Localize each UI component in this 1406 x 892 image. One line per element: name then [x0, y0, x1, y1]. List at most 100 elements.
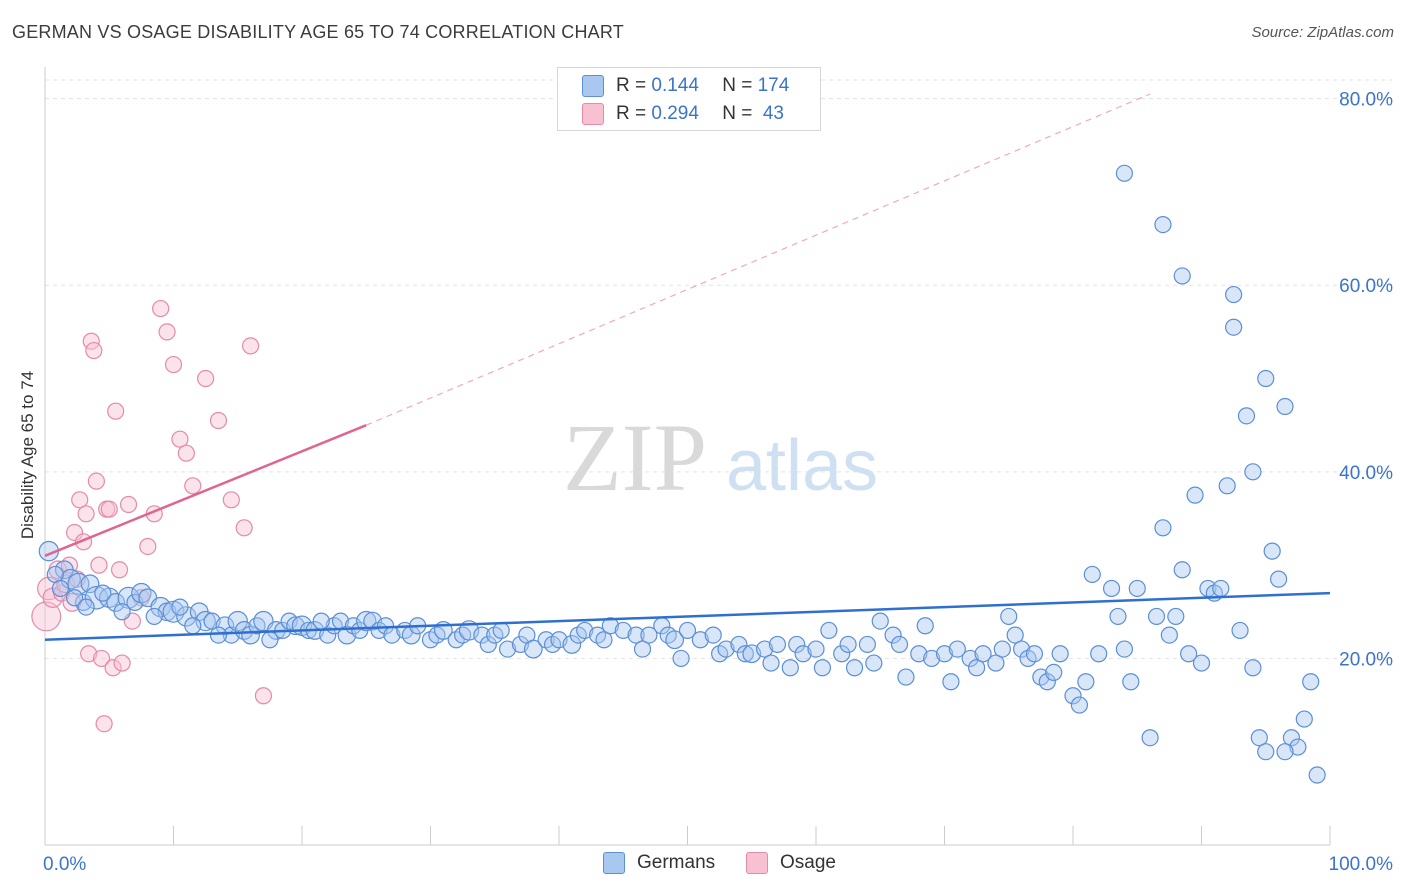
german-point	[227, 610, 248, 632]
x-tick-label: 100.0%	[1329, 854, 1394, 875]
german-point	[1263, 542, 1281, 560]
legend-n-value: 174	[757, 75, 790, 96]
german-point	[1115, 640, 1134, 658]
germans-series	[38, 164, 1326, 784]
german-point	[319, 626, 337, 644]
german-point	[113, 603, 131, 621]
tick-labels: 20.0% 40.0% 60.0% 80.0% 0.0% 100.0%	[43, 90, 1393, 875]
german-point	[1090, 645, 1108, 663]
german-point	[820, 621, 838, 640]
german-point	[1212, 579, 1230, 598]
german-point	[1302, 673, 1320, 691]
germans-trend-line	[44, 591, 1331, 642]
german-point	[1231, 621, 1249, 640]
german-point	[910, 645, 928, 663]
osage-point	[254, 687, 273, 705]
german-point	[704, 626, 722, 644]
german-point	[781, 659, 799, 677]
german-point	[171, 598, 189, 616]
german-point	[145, 607, 163, 626]
german-point	[1147, 607, 1166, 626]
german-point	[215, 616, 235, 636]
osage-point	[80, 645, 98, 663]
german-point	[672, 649, 690, 668]
german-point	[356, 610, 377, 632]
german-point	[1308, 766, 1326, 784]
german-point	[80, 574, 100, 594]
german-point	[1012, 640, 1031, 658]
german-point	[1250, 729, 1268, 747]
german-point	[1282, 729, 1301, 747]
german-point	[923, 649, 941, 668]
osage-point	[209, 411, 228, 430]
legend-swatch-osage	[746, 852, 768, 874]
legend-r-label: R =	[616, 103, 652, 124]
german-point	[1173, 561, 1191, 579]
legend-item-germans[interactable]: Germans	[603, 852, 715, 874]
german-point	[1102, 579, 1121, 598]
german-point	[762, 654, 780, 672]
german-point	[1257, 369, 1275, 388]
german-point	[839, 635, 857, 654]
osage-point	[152, 299, 170, 318]
german-point	[1225, 318, 1243, 336]
osage-point	[90, 556, 108, 574]
german-point	[845, 659, 864, 677]
correlation-legend: R = 0.144 N = 174 R = 0.294 N = 43	[557, 67, 821, 131]
german-point	[74, 593, 93, 612]
legend-swatch-germans	[603, 852, 625, 874]
german-point	[833, 645, 851, 663]
german-point	[106, 593, 126, 612]
german-point	[807, 640, 825, 658]
german-point	[131, 582, 152, 604]
osage-point	[77, 505, 95, 523]
german-point	[1167, 607, 1185, 626]
watermark-atlas: atlas	[726, 426, 878, 506]
german-point	[627, 626, 645, 644]
german-point	[1173, 267, 1191, 285]
german-point	[730, 635, 748, 654]
german-point	[993, 640, 1011, 658]
german-point	[1244, 659, 1262, 677]
y-tick-label: 20.0%	[1339, 649, 1393, 670]
osage-point	[197, 369, 215, 388]
osage-point	[87, 472, 106, 490]
german-point	[562, 635, 582, 654]
osage-point	[113, 654, 131, 672]
legend-label-osage: Osage	[780, 852, 836, 873]
german-point	[1128, 579, 1146, 598]
osage-point	[171, 430, 189, 448]
legend-n-value: 43	[757, 103, 784, 124]
osage-point	[242, 337, 260, 355]
german-point	[454, 626, 472, 644]
german-point	[261, 631, 279, 649]
german-point	[935, 645, 954, 663]
german-point	[974, 645, 992, 663]
german-point	[1109, 607, 1127, 626]
osage-point	[119, 495, 138, 514]
y-tick-label: 60.0%	[1339, 276, 1393, 297]
german-point	[1077, 673, 1095, 691]
osage-trend-extension	[366, 93, 1151, 426]
german-point	[755, 640, 774, 658]
osage-series	[31, 299, 273, 733]
german-point	[51, 579, 70, 598]
german-point	[768, 635, 787, 654]
osage-point	[177, 444, 195, 462]
legend-item-osage[interactable]: Osage	[746, 852, 836, 874]
german-point	[916, 617, 934, 635]
osage-point	[104, 659, 122, 677]
legend-swatch-osage	[582, 103, 604, 125]
legend-r-value: 0.294	[651, 103, 699, 124]
german-point	[499, 640, 517, 658]
german-point	[633, 640, 652, 658]
osage-point	[107, 402, 125, 420]
german-point	[1070, 696, 1089, 714]
german-point	[1192, 654, 1211, 672]
german-point	[1269, 570, 1288, 588]
german-point	[1115, 164, 1134, 182]
german-point	[1141, 729, 1159, 747]
watermark: ZIP atlas	[563, 404, 878, 511]
german-point	[1064, 687, 1082, 705]
german-point	[736, 645, 754, 663]
